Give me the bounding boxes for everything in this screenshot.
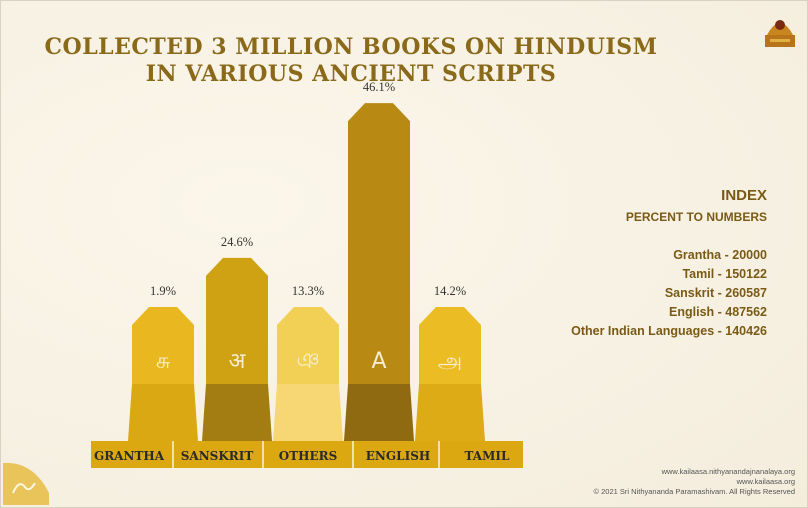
category-label: GRANTHA: [94, 449, 165, 463]
value-label: 13.3%: [292, 284, 324, 298]
category-label: ENGLISH: [366, 449, 430, 463]
footer: www.kailaasa.nithyanandajnanalaya.org ww…: [594, 467, 795, 497]
index-panel: INDEX PERCENT TO NUMBERS Grantha - 20000…: [571, 187, 767, 341]
bar-base: [202, 384, 272, 441]
bar: [132, 307, 194, 384]
index-item: English - 487562: [669, 305, 767, 319]
bar-base: [344, 384, 414, 441]
page-title: COLLECTED 3 MILLION BOOKS ON HINDUISM IN…: [31, 34, 671, 88]
script-glyph: அ: [438, 349, 462, 374]
title-line-1: COLLECTED 3 MILLION BOOKS ON HINDUISM: [44, 34, 658, 60]
bar-chart: சு 1.9% अ 24.6% ঞ 13.3% A 46.1% அ 14.2% GRANTHA SAN…: [91, 80, 523, 468]
category-label: SANSKRIT: [181, 449, 254, 463]
script-glyph: A: [371, 349, 386, 374]
bar-base: [128, 384, 198, 441]
footer-link[interactable]: www.kailaasa.org: [736, 477, 795, 486]
value-label: 24.6%: [221, 235, 253, 249]
title-line-2: IN VARIOUS ANCIENT SCRIPTS: [145, 61, 557, 87]
script-glyph: சு: [156, 349, 170, 374]
index-subheading: PERCENT TO NUMBERS: [625, 210, 767, 224]
footer-link[interactable]: www.kailaasa.nithyanandajnanalaya.org: [661, 467, 795, 476]
bar: [419, 307, 481, 384]
copyright: © 2021 Sri Nithyananda Paramashivam. All…: [593, 487, 795, 496]
temple-logo-icon: [765, 20, 795, 47]
bar-base: [415, 384, 485, 441]
script-glyph: ঞ: [296, 349, 319, 374]
index-heading: INDEX: [721, 187, 767, 204]
value-label: 14.2%: [434, 284, 466, 298]
bar: [277, 307, 339, 384]
value-label: 1.9%: [150, 284, 176, 298]
bar-base: [273, 384, 343, 441]
category-strip: [91, 441, 523, 468]
category-label: OTHERS: [279, 449, 338, 463]
index-item: Grantha - 20000: [673, 248, 767, 262]
category-label: TAMIL: [465, 449, 510, 463]
signature-seal-icon: [3, 462, 49, 505]
index-list: Grantha - 20000 Tamil - 150122 Sanskrit …: [571, 246, 767, 341]
index-item: Other Indian Languages - 140426: [571, 324, 767, 338]
index-item: Sanskrit - 260587: [664, 286, 767, 300]
bar: [206, 257, 268, 384]
value-label: 46.1%: [363, 80, 395, 94]
index-item: Tamil - 150122: [682, 267, 767, 281]
script-glyph: अ: [229, 349, 247, 374]
bar: [348, 103, 410, 384]
